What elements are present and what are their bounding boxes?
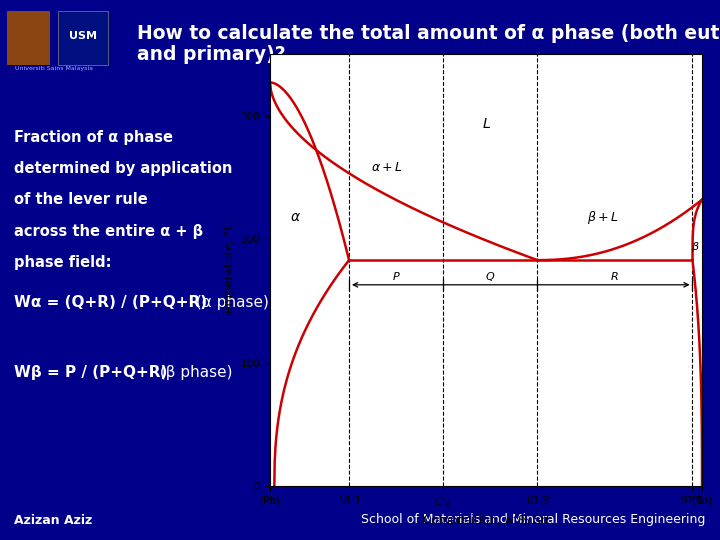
Text: P: P: [392, 272, 400, 282]
Text: (α phase): (α phase): [191, 295, 269, 310]
Text: Q: Q: [486, 272, 495, 282]
Text: Wβ = P / (P+Q+R): Wβ = P / (P+Q+R): [14, 365, 168, 380]
Y-axis label: Temperature, °C: Temperature, °C: [223, 221, 236, 319]
Text: Wα = (Q+R) / (P+Q+R): Wα = (Q+R) / (P+Q+R): [14, 295, 207, 310]
Text: Universiti Sains Malaysia: Universiti Sains Malaysia: [15, 66, 93, 71]
Text: $L$: $L$: [482, 117, 490, 131]
Text: $\beta$: $\beta$: [691, 240, 700, 254]
Text: determined by application: determined by application: [14, 161, 233, 176]
Text: (β phase): (β phase): [155, 365, 233, 380]
Text: Azizan Aziz: Azizan Aziz: [14, 514, 93, 526]
Text: of the lever rule: of the lever rule: [14, 192, 148, 207]
Text: $\beta + L$: $\beta + L$: [587, 208, 618, 226]
Text: $\alpha + L$: $\alpha + L$: [371, 161, 402, 174]
Text: across the entire α + β: across the entire α + β: [14, 224, 204, 239]
FancyBboxPatch shape: [58, 11, 108, 65]
Text: and primary)?: and primary)?: [137, 45, 285, 64]
Text: How to calculate the total amount of α phase (both eutectic: How to calculate the total amount of α p…: [137, 24, 720, 43]
Text: R: R: [611, 272, 618, 282]
X-axis label: Composition, wt% Sn: Composition, wt% Sn: [423, 514, 549, 527]
Text: $\alpha$: $\alpha$: [290, 210, 302, 224]
Text: School of Materials and Mineral Resources Engineering: School of Materials and Mineral Resource…: [361, 514, 706, 526]
FancyBboxPatch shape: [7, 11, 50, 65]
Text: phase field:: phase field:: [14, 255, 112, 270]
Text: USM: USM: [69, 31, 96, 41]
Text: Fraction of α phase: Fraction of α phase: [14, 130, 174, 145]
